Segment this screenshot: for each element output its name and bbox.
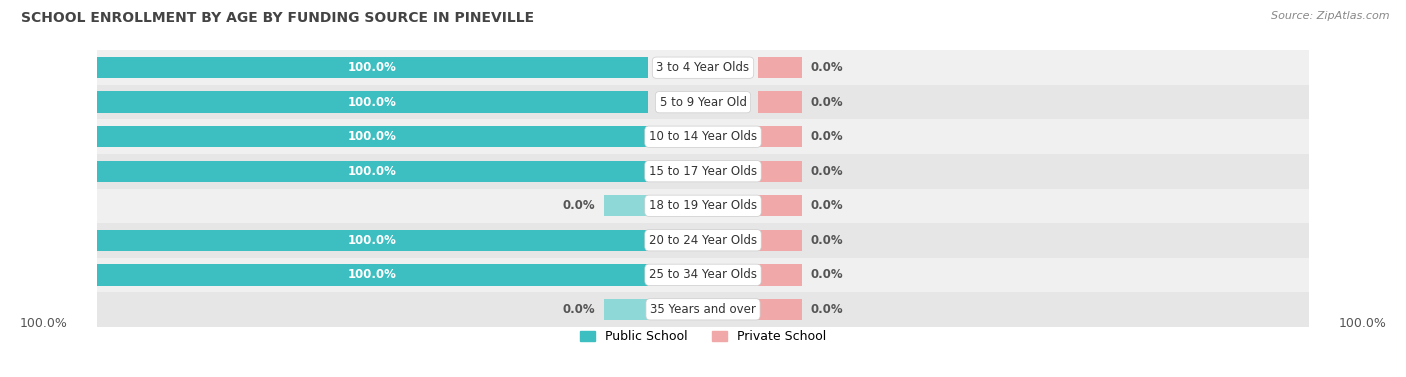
Text: 3 to 4 Year Olds: 3 to 4 Year Olds <box>657 61 749 74</box>
Text: 0.0%: 0.0% <box>562 199 596 212</box>
Text: 100.0%: 100.0% <box>347 61 396 74</box>
Bar <box>758 299 803 320</box>
Text: 15 to 17 Year Olds: 15 to 17 Year Olds <box>650 165 756 178</box>
Bar <box>97 85 1309 120</box>
Text: 0.0%: 0.0% <box>562 303 596 316</box>
Text: 0.0%: 0.0% <box>810 130 844 143</box>
Bar <box>758 126 803 147</box>
Text: 0.0%: 0.0% <box>810 268 844 281</box>
Bar <box>97 51 1309 85</box>
Bar <box>97 154 1309 188</box>
Bar <box>758 161 803 182</box>
Bar <box>603 299 648 320</box>
Bar <box>758 230 803 251</box>
Text: 100.0%: 100.0% <box>1339 317 1386 330</box>
Bar <box>758 195 803 216</box>
Text: 18 to 19 Year Olds: 18 to 19 Year Olds <box>650 199 756 212</box>
Text: Source: ZipAtlas.com: Source: ZipAtlas.com <box>1271 11 1389 21</box>
Legend: Public School, Private School: Public School, Private School <box>575 325 831 348</box>
Text: 100.0%: 100.0% <box>347 165 396 178</box>
Bar <box>758 57 803 78</box>
Text: 0.0%: 0.0% <box>810 96 844 109</box>
Bar <box>97 92 648 113</box>
Bar <box>97 264 648 285</box>
Text: 0.0%: 0.0% <box>810 234 844 247</box>
Bar <box>97 292 1309 326</box>
Text: 0.0%: 0.0% <box>810 61 844 74</box>
Bar <box>97 120 1309 154</box>
Text: 0.0%: 0.0% <box>810 303 844 316</box>
Text: 10 to 14 Year Olds: 10 to 14 Year Olds <box>650 130 756 143</box>
Text: 20 to 24 Year Olds: 20 to 24 Year Olds <box>650 234 756 247</box>
Bar <box>97 57 648 78</box>
Bar <box>97 257 1309 292</box>
Bar <box>97 230 648 251</box>
Bar <box>758 92 803 113</box>
Text: 0.0%: 0.0% <box>810 199 844 212</box>
Text: 100.0%: 100.0% <box>347 130 396 143</box>
Text: 35 Years and over: 35 Years and over <box>650 303 756 316</box>
Text: 5 to 9 Year Old: 5 to 9 Year Old <box>659 96 747 109</box>
Bar <box>97 161 648 182</box>
Text: 100.0%: 100.0% <box>20 317 67 330</box>
Bar <box>97 223 1309 257</box>
Text: SCHOOL ENROLLMENT BY AGE BY FUNDING SOURCE IN PINEVILLE: SCHOOL ENROLLMENT BY AGE BY FUNDING SOUR… <box>21 11 534 25</box>
Text: 0.0%: 0.0% <box>810 165 844 178</box>
Text: 25 to 34 Year Olds: 25 to 34 Year Olds <box>650 268 756 281</box>
Bar <box>603 195 648 216</box>
Bar <box>758 264 803 285</box>
Bar <box>97 126 648 147</box>
Text: 100.0%: 100.0% <box>347 268 396 281</box>
Bar <box>97 188 1309 223</box>
Text: 100.0%: 100.0% <box>347 234 396 247</box>
Text: 100.0%: 100.0% <box>347 96 396 109</box>
